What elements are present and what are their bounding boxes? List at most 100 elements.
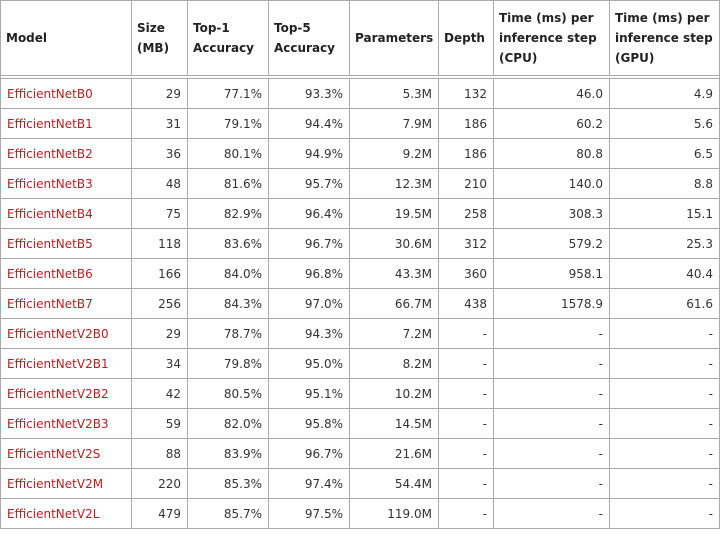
cell-gpu: 5.6 (609, 108, 720, 139)
header-top5-accuracy: Top-5 Accuracy (268, 0, 350, 76)
cell-top1: 84.0% (187, 258, 269, 289)
cell-params: 7.2M (349, 318, 439, 349)
model-link[interactable]: EfficientNetB4 (7, 206, 93, 221)
cell-cpu: - (493, 438, 610, 469)
model-link[interactable]: EfficientNetV2S (7, 446, 101, 461)
cell-size: 59 (131, 408, 188, 439)
cell-top5: 95.7% (268, 168, 350, 199)
cell-gpu: 4.9 (609, 78, 720, 109)
cell-top1: 83.6% (187, 228, 269, 259)
header-parameters-label: Parameters (355, 31, 434, 45)
cell-size: 29 (131, 318, 188, 349)
cell-depth: - (438, 318, 494, 349)
model-link[interactable]: EfficientNetV2M (7, 476, 104, 491)
header-top1-line-2: Accuracy (193, 41, 255, 55)
cell-depth: - (438, 378, 494, 409)
cell-model: EfficientNetB6 (0, 258, 132, 289)
header-gpu-line-3: (GPU) (615, 51, 655, 65)
header-gpu-line-1: Time (ms) per (615, 11, 710, 25)
cell-size: 220 (131, 468, 188, 499)
cell-gpu: - (609, 378, 720, 409)
cell-top5: 97.5% (268, 498, 350, 529)
model-link[interactable]: EfficientNetV2B2 (7, 386, 109, 401)
cell-model: EfficientNetB4 (0, 198, 132, 229)
cell-depth: 360 (438, 258, 494, 289)
cell-top1: 84.3% (187, 288, 269, 319)
cell-params: 7.9M (349, 108, 439, 139)
cell-model: EfficientNetV2M (0, 468, 132, 499)
model-link[interactable]: EfficientNetV2B0 (7, 326, 109, 341)
cell-cpu: - (493, 378, 610, 409)
cell-top5: 94.3% (268, 318, 350, 349)
header-top1-line-1: Top-1 (193, 21, 230, 35)
table-row: EfficientNetV2B3 59 82.0% 95.8% 14.5M - - - (0, 408, 720, 439)
header-model-label: Model (6, 31, 48, 45)
model-link[interactable]: EfficientNetV2L (7, 506, 100, 521)
model-link[interactable]: EfficientNetV2B1 (7, 356, 109, 371)
cell-size: 75 (131, 198, 188, 229)
cell-cpu: 579.2 (493, 228, 610, 259)
header-gpu-line-2: inference step (615, 31, 713, 45)
cell-top5: 95.8% (268, 408, 350, 439)
cell-model: EfficientNetB5 (0, 228, 132, 259)
header-cpu-line-2: inference step (499, 31, 597, 45)
header-model: Model (0, 0, 132, 76)
cell-cpu: 1578.9 (493, 288, 610, 319)
cell-model: EfficientNetB2 (0, 138, 132, 169)
header-parameters: Parameters (349, 0, 439, 76)
cell-gpu: 61.6 (609, 288, 720, 319)
cell-gpu: - (609, 438, 720, 469)
header-top5-line-1: Top-5 (274, 21, 311, 35)
model-link[interactable]: EfficientNetV2B3 (7, 416, 109, 431)
cell-top5: 96.7% (268, 228, 350, 259)
cell-top5: 96.8% (268, 258, 350, 289)
cell-top1: 85.7% (187, 498, 269, 529)
cell-depth: - (438, 438, 494, 469)
cell-cpu: 958.1 (493, 258, 610, 289)
cell-gpu: 25.3 (609, 228, 720, 259)
header-size-line-2: (MB) (137, 41, 170, 55)
cell-size: 48 (131, 168, 188, 199)
model-link[interactable]: EfficientNetB7 (7, 296, 93, 311)
model-link[interactable]: EfficientNetB1 (7, 116, 93, 131)
table-row: EfficientNetB2 36 80.1% 94.9% 9.2M 186 80.8 6.5 (0, 138, 720, 169)
cell-cpu: 308.3 (493, 198, 610, 229)
table-header: Model Size (MB) Top-1 Accuracy Top-5 Acc… (0, 0, 720, 76)
cell-depth: - (438, 468, 494, 499)
cell-params: 14.5M (349, 408, 439, 439)
cell-top1: 78.7% (187, 318, 269, 349)
cell-model: EfficientNetV2B2 (0, 378, 132, 409)
model-link[interactable]: EfficientNetB3 (7, 176, 93, 191)
model-link[interactable]: EfficientNetB2 (7, 146, 93, 161)
cell-cpu: - (493, 318, 610, 349)
cell-size: 34 (131, 348, 188, 379)
header-size-line-1: Size (137, 21, 165, 35)
model-link[interactable]: EfficientNetB5 (7, 236, 93, 251)
model-link[interactable]: EfficientNetB6 (7, 266, 93, 281)
cell-depth: - (438, 498, 494, 529)
cell-top1: 79.1% (187, 108, 269, 139)
cell-params: 19.5M (349, 198, 439, 229)
cell-top5: 96.7% (268, 438, 350, 469)
cell-depth: - (438, 408, 494, 439)
cell-model: EfficientNetB0 (0, 78, 132, 109)
cell-top5: 93.3% (268, 78, 350, 109)
header-time-cpu: Time (ms) per inference step (CPU) (493, 0, 610, 76)
header-top1-accuracy: Top-1 Accuracy (187, 0, 269, 76)
cell-depth: 438 (438, 288, 494, 319)
header-cpu-line-1: Time (ms) per (499, 11, 594, 25)
model-link[interactable]: EfficientNetB0 (7, 86, 93, 101)
cell-gpu: - (609, 348, 720, 379)
cell-model: EfficientNetV2B0 (0, 318, 132, 349)
cell-top5: 94.9% (268, 138, 350, 169)
cell-top1: 79.8% (187, 348, 269, 379)
cell-params: 30.6M (349, 228, 439, 259)
cell-top1: 80.5% (187, 378, 269, 409)
cell-gpu: 15.1 (609, 198, 720, 229)
cell-depth: - (438, 348, 494, 379)
cell-depth: 186 (438, 138, 494, 169)
cell-params: 9.2M (349, 138, 439, 169)
cell-params: 12.3M (349, 168, 439, 199)
table-row: EfficientNetB1 31 79.1% 94.4% 7.9M 186 60.2 5.6 (0, 108, 720, 139)
table-row: EfficientNetB3 48 81.6% 95.7% 12.3M 210 140.0 8… (0, 168, 720, 199)
